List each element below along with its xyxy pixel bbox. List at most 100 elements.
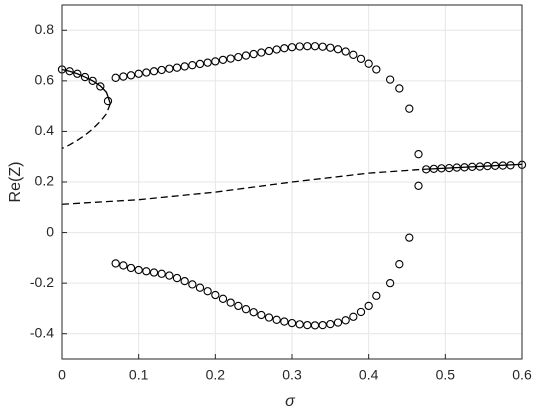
point	[372, 65, 381, 74]
point	[326, 319, 335, 329]
point	[211, 57, 220, 66]
point	[119, 72, 128, 81]
point	[272, 315, 281, 324]
point	[180, 276, 189, 286]
point	[234, 52, 243, 62]
dashed-line	[61, 168, 423, 205]
point	[80, 72, 90, 82]
point	[157, 269, 166, 278]
point	[356, 54, 366, 64]
point	[119, 261, 128, 270]
point	[280, 44, 289, 53]
point	[65, 67, 74, 76]
point	[241, 305, 251, 314]
point	[385, 75, 395, 84]
point	[506, 161, 515, 170]
x-tick-label: 0.5	[436, 367, 456, 383]
y-axis-label: Re(Z)	[7, 162, 24, 203]
point	[134, 69, 143, 78]
point	[333, 45, 343, 54]
point	[126, 263, 136, 273]
dashed-line	[61, 103, 111, 149]
point	[203, 58, 212, 67]
y-tick-label: 0.6	[35, 72, 55, 88]
point	[414, 181, 423, 190]
x-tick-label: 0.6	[512, 367, 532, 383]
point	[287, 318, 297, 328]
point	[226, 298, 235, 307]
point	[111, 259, 120, 268]
y-tick-label: 0.2	[35, 173, 55, 189]
point	[157, 65, 166, 75]
point	[111, 73, 120, 82]
point	[188, 61, 197, 70]
point	[149, 268, 159, 277]
x-tick-label: 0.3	[282, 367, 302, 383]
point	[405, 104, 414, 113]
point	[142, 267, 151, 276]
point	[264, 313, 274, 322]
point	[211, 290, 220, 300]
point	[103, 96, 113, 106]
y-tick-label: -0.4	[30, 324, 54, 340]
y-tick-label: -0.2	[30, 274, 54, 290]
y-tick-label: 0.4	[35, 122, 55, 138]
point	[349, 50, 358, 59]
point	[203, 287, 212, 296]
point	[264, 46, 274, 56]
point	[172, 63, 182, 72]
point	[134, 265, 143, 275]
point	[341, 47, 350, 56]
point	[188, 280, 197, 289]
plot-frame	[61, 4, 523, 360]
point	[333, 318, 343, 327]
point	[88, 76, 97, 86]
point	[241, 51, 251, 60]
point	[195, 59, 205, 69]
point	[180, 62, 189, 71]
x-tick-label: 0.2	[206, 367, 226, 383]
point	[73, 69, 82, 78]
x-tick-label: 0.4	[359, 367, 379, 383]
y-tick-label: 0	[46, 223, 54, 239]
point	[385, 278, 395, 288]
point	[395, 84, 404, 93]
point	[326, 43, 335, 52]
point	[364, 59, 373, 68]
point	[149, 67, 159, 76]
point	[218, 55, 228, 65]
x-tick-label: 0	[58, 367, 66, 383]
point	[318, 320, 327, 330]
point	[257, 48, 266, 57]
point	[234, 301, 243, 311]
x-tick-label: 0.1	[129, 367, 149, 383]
point	[272, 45, 281, 54]
point	[249, 308, 258, 317]
y-tick-label: 0.8	[35, 21, 55, 37]
x-axis-label: σ	[285, 393, 296, 410]
point	[395, 260, 404, 269]
point	[414, 150, 423, 159]
point	[372, 291, 381, 300]
point	[280, 317, 289, 326]
point	[318, 42, 327, 51]
point	[405, 233, 414, 242]
point	[356, 307, 366, 317]
point	[257, 310, 266, 320]
point	[126, 71, 136, 80]
point	[96, 82, 105, 91]
point	[142, 68, 151, 77]
solid-line	[422, 163, 523, 171]
point	[165, 64, 174, 73]
point	[172, 273, 182, 283]
point	[364, 301, 373, 311]
point	[226, 54, 235, 63]
point	[165, 271, 174, 280]
point	[341, 316, 350, 325]
point	[249, 49, 258, 59]
point	[349, 312, 358, 321]
solid-line	[61, 68, 111, 104]
point	[218, 294, 228, 303]
point	[195, 283, 205, 292]
